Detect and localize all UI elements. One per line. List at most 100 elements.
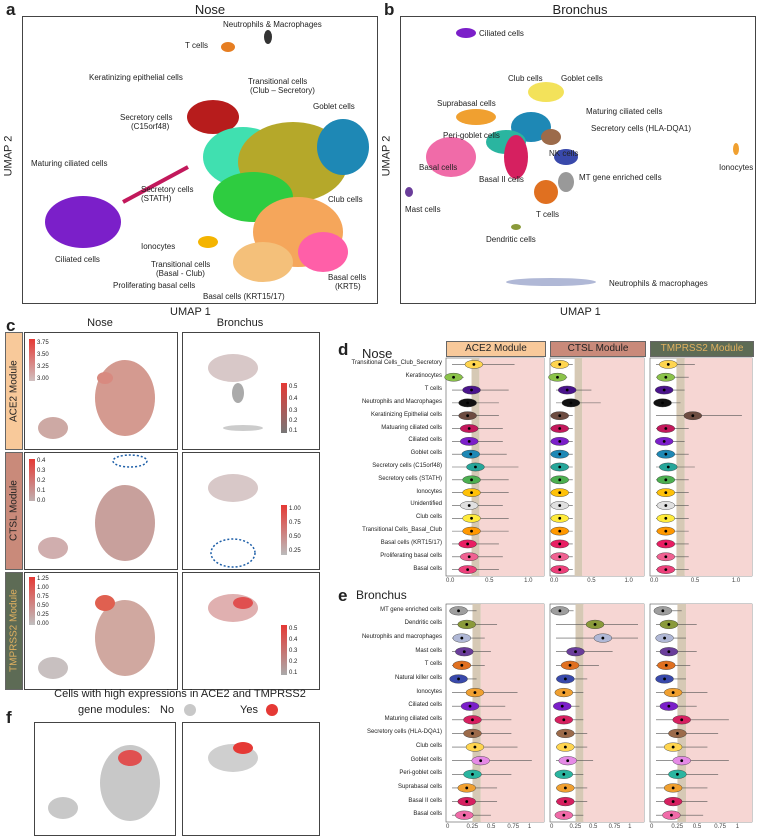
violin-median (663, 677, 666, 681)
label-transitional-basal-sub: (Basal - Club) (156, 269, 205, 278)
violin-median (465, 623, 469, 626)
c-ace2-nose-leg-0: 3.75 (37, 340, 49, 346)
violin-median (680, 718, 684, 722)
c-ace2-nose-leg-3: 3.00 (37, 376, 49, 382)
violin-median (671, 745, 675, 749)
violin-median (462, 813, 466, 817)
violin-median (664, 478, 668, 482)
violin-median (670, 813, 673, 817)
c-tmp-nose-leg-5: 0.00 (37, 621, 49, 627)
violin-median (664, 542, 668, 546)
violin-median (593, 623, 597, 626)
violin-row-label: Neutrophils and Macrophages (361, 398, 442, 405)
violin-median (558, 478, 562, 482)
violin-median (666, 465, 670, 469)
violin-row-label: Transitional Cells_Basal_Club (362, 527, 442, 534)
panel-d-module-ace2: ACE2 Module (446, 341, 546, 357)
violin-row-label: Keratinocytes (405, 373, 442, 380)
violin-median (462, 650, 466, 654)
label-secretory-c15-sub: (C15orf48) (131, 122, 170, 131)
c-tmprss2-bronchus-svg (208, 594, 258, 622)
violin-row-label: MT gene enriched cells (380, 606, 442, 613)
panel-f-letter: f (6, 708, 12, 727)
panel-e-letter: e (338, 586, 348, 605)
violin-row-label: T cells (424, 661, 442, 668)
violin-row-label: Goblet cells (410, 450, 442, 457)
violin-median (664, 375, 668, 379)
violin-median (466, 414, 470, 418)
panel-f-title-2: gene modules: (78, 704, 151, 716)
violin-row-label: Proliferating basal cells (380, 552, 442, 559)
label-b-basal-ii: Basal II cells (479, 175, 524, 184)
violin-row-label: Dendritic cells (404, 620, 442, 627)
label-b-ciliated: Ciliated cells (479, 29, 524, 38)
violin-median (471, 718, 474, 722)
c-ctsl-nose-leg-0: 0.4 (37, 458, 46, 464)
violin-median (671, 800, 675, 803)
violin-median (563, 800, 567, 803)
violin-median (467, 427, 471, 430)
violin-median (664, 452, 668, 456)
violin-row-label: T cells (424, 386, 442, 393)
violin-median (558, 555, 562, 559)
x-tick-label: 1.0 (624, 578, 633, 584)
label-secretory-stath: Secretory cells (141, 185, 194, 194)
violin-row-label: Ciliated cells (408, 437, 442, 444)
violin-median (661, 401, 664, 405)
label-transitional-basal: Transitional cells (151, 260, 211, 269)
label-b-suprabasal: Suprabasal cells (437, 99, 496, 108)
c-tmp-br-leg-1: 0.4 (289, 637, 298, 643)
f-bronchus-svg (208, 742, 258, 772)
panel-c-ctsl-bronchus: 1.00 0.75 0.50 0.25 (182, 452, 320, 570)
panel-a-xlabel: UMAP 1 (170, 306, 211, 318)
violin-median (663, 636, 666, 640)
c-tmp-nose-leg-3: 0.50 (37, 603, 49, 609)
panel-f-yes-dot (266, 704, 278, 716)
x-tick-label: 1.0 (731, 578, 741, 584)
violin-median (563, 745, 567, 749)
panel-f-bronchus (182, 722, 320, 836)
panel-f-no-dot (184, 704, 196, 716)
label-ionocytes: Ionocytes (141, 242, 176, 251)
x-tick-label: 0.5 (485, 578, 494, 584)
x-tick-label: 0.75 (507, 824, 520, 830)
violin-row-label: Neutrophils and macrophages (361, 634, 442, 641)
violin-row-label: Keratinizing Epithelial cells (370, 411, 442, 418)
violin-row-label: Transitional Cells_Club_Secretory (351, 360, 442, 367)
label-basal-krt5: Basal cells (328, 273, 367, 282)
label-keratinizing: Keratinizing epithelial cells (89, 73, 183, 82)
x-tick-label: 0 (446, 824, 450, 830)
violin-row-label: Basal cells (KRT15/17) (380, 539, 442, 546)
violin-median (465, 800, 469, 803)
violin-median (676, 772, 679, 776)
violin-median (466, 401, 470, 405)
x-tick-label: 0.0 (446, 578, 455, 584)
label-b-mt-gene: MT gene enriched cells (579, 173, 662, 182)
label-secretory-stath-sub: (STATH) (141, 194, 172, 203)
label-b-neutrophils: Neutrophils & macrophages (609, 279, 708, 288)
x-tick-label: 0.5 (587, 578, 596, 584)
violin-row-label: Club cells (415, 514, 442, 521)
violin-median (479, 759, 483, 763)
x-tick-label: 1.0 (524, 578, 533, 584)
violin-median (460, 636, 464, 640)
violin-highlight-region (684, 358, 752, 576)
violin-median (469, 452, 473, 456)
c-ctsl-nose-colorbar (29, 459, 35, 501)
violin-row-label: Natural killer cells (394, 674, 442, 681)
c-ctsl-nose-leg-1: 0.3 (37, 468, 46, 474)
violin-median (664, 427, 668, 430)
c-ctsl-bronchus-svg (208, 474, 258, 568)
violin-median (664, 516, 668, 520)
violin-median (558, 491, 562, 495)
x-tick-label: 0.25 (671, 824, 684, 830)
c-ace2-nose-leg-1: 3.50 (37, 352, 49, 358)
violin-median (558, 465, 562, 469)
violin-median (467, 439, 471, 443)
violin-median (470, 516, 473, 520)
panel-c-letter: c (6, 316, 16, 335)
violin-median (457, 677, 460, 681)
label-b-goblet: Goblet cells (561, 74, 603, 83)
violin-median (661, 609, 665, 613)
violin-median (472, 363, 476, 366)
